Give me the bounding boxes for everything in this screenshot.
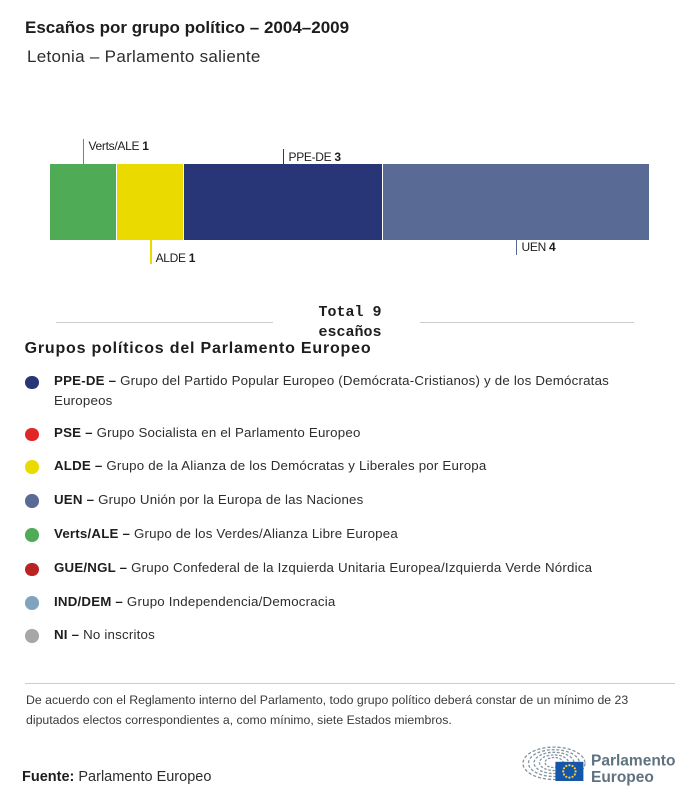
svg-text:Europeo: Europeo <box>591 769 654 786</box>
svg-text:Parlamento: Parlamento <box>591 753 675 770</box>
